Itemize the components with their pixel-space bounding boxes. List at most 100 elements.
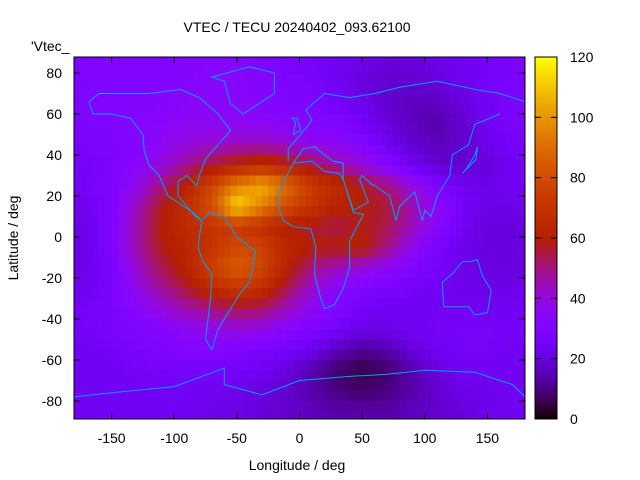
- heatmap-cell: [161, 154, 169, 166]
- heatmap-cell: [499, 349, 507, 361]
- heatmap-cell: [180, 154, 188, 166]
- heatmap-cell: [261, 57, 269, 64]
- heatmap-cell: [80, 257, 87, 269]
- heatmap-cell: [512, 165, 520, 176]
- heatmap-cell: [149, 124, 156, 135]
- heatmap-cell: [305, 308, 313, 320]
- heatmap-cell: [374, 124, 382, 135]
- heatmap-cell: [512, 144, 520, 156]
- heatmap-cell: [349, 359, 357, 371]
- heatmap-cell: [518, 62, 526, 74]
- coastline: [290, 117, 302, 135]
- heatmap-cell: [74, 318, 81, 330]
- heatmap-cell: [286, 113, 294, 125]
- heatmap-cell: [224, 154, 231, 166]
- heatmap-cell: [186, 236, 194, 248]
- heatmap-cell: [124, 154, 131, 166]
- heatmap-cell: [412, 124, 419, 135]
- x-axis-ticks: -150 -100 -50 0 50 100 150: [98, 57, 499, 446]
- heatmap-cell: [280, 247, 288, 258]
- heatmap-cell: [399, 195, 407, 207]
- heatmap-cell: [462, 195, 470, 207]
- heatmap-cell: [349, 154, 357, 166]
- heatmap-cell: [193, 175, 200, 187]
- heatmap-cell: [167, 134, 175, 146]
- heatmap-cell: [274, 308, 282, 320]
- heatmap-cell: [155, 380, 163, 392]
- heatmap-cell: [117, 267, 125, 279]
- heatmap-cell: [286, 134, 294, 146]
- heatmap-cell: [142, 411, 150, 420]
- heatmap-cell: [74, 175, 81, 187]
- heatmap-cell: [167, 390, 175, 402]
- heatmap-cell: [218, 298, 225, 310]
- heatmap-cell: [305, 236, 313, 248]
- heatmap-cell: [493, 308, 501, 320]
- heatmap-cell: [449, 185, 457, 197]
- heatmap-cell: [149, 298, 156, 310]
- heatmap-cell: [380, 124, 388, 135]
- heatmap-cell: [230, 380, 238, 392]
- heatmap-cell: [387, 308, 394, 320]
- heatmap-cell: [205, 349, 213, 361]
- heatmap-cell: [424, 83, 432, 94]
- heatmap-cell: [117, 226, 125, 238]
- colorbar-segment: [535, 253, 557, 257]
- heatmap-cell: [424, 318, 432, 330]
- heatmap-cell: [362, 57, 369, 64]
- heatmap-cell: [199, 380, 206, 392]
- heatmap-cell: [236, 195, 244, 207]
- heatmap-cell: [236, 226, 244, 238]
- heatmap-cell: [412, 216, 419, 228]
- heatmap-cell: [349, 165, 357, 176]
- heatmap-cell: [380, 411, 388, 420]
- heatmap-cell: [249, 329, 257, 340]
- heatmap-cell: [418, 134, 426, 146]
- heatmap-cell: [462, 144, 470, 156]
- heatmap-cell: [324, 226, 332, 238]
- heatmap-cell: [224, 83, 231, 94]
- heatmap-cell: [443, 339, 451, 351]
- heatmap-cell: [512, 185, 520, 197]
- heatmap-cell: [499, 72, 507, 84]
- heatmap-cell: [431, 236, 438, 248]
- heatmap-cell: [167, 257, 175, 269]
- heatmap-cell: [274, 288, 282, 299]
- heatmap-cell: [149, 62, 156, 74]
- heatmap-cell: [493, 390, 501, 402]
- heatmap-cell: [161, 400, 169, 412]
- heatmap-cell: [330, 93, 338, 105]
- heatmap-cell: [205, 390, 213, 402]
- heatmap-cell: [261, 206, 269, 217]
- heatmap-cell: [199, 267, 206, 279]
- heatmap-cell: [330, 57, 338, 64]
- heatmap-cell: [399, 72, 407, 84]
- heatmap-cell: [418, 144, 426, 156]
- heatmap-cell: [243, 329, 250, 340]
- heatmap-cell: [218, 339, 225, 351]
- heatmap-cell: [249, 390, 257, 402]
- heatmap-cell: [286, 308, 294, 320]
- heatmap-cell: [293, 247, 300, 258]
- heatmap-cell: [186, 62, 194, 74]
- heatmap-cell: [117, 185, 125, 197]
- heatmap-cell: [374, 390, 382, 402]
- heatmap-cell: [161, 318, 169, 330]
- heatmap-cell: [443, 298, 451, 310]
- heatmap-cell: [105, 277, 112, 289]
- heatmap-cell: [193, 62, 200, 74]
- heatmap-cell: [80, 144, 87, 156]
- heatmap-cell: [462, 247, 470, 258]
- heatmap-cell: [337, 195, 344, 207]
- heatmap-cell: [405, 339, 413, 351]
- heatmap-cell: [349, 329, 357, 340]
- heatmap-cell: [99, 154, 106, 166]
- heatmap-cell: [293, 72, 300, 84]
- heatmap-cell: [149, 83, 156, 94]
- heatmap-cell: [374, 257, 382, 269]
- heatmap-cell: [249, 318, 257, 330]
- heatmap-cell: [343, 195, 351, 207]
- heatmap-cell: [481, 206, 488, 217]
- heatmap-cell: [512, 400, 520, 412]
- heatmap-cell: [136, 83, 144, 94]
